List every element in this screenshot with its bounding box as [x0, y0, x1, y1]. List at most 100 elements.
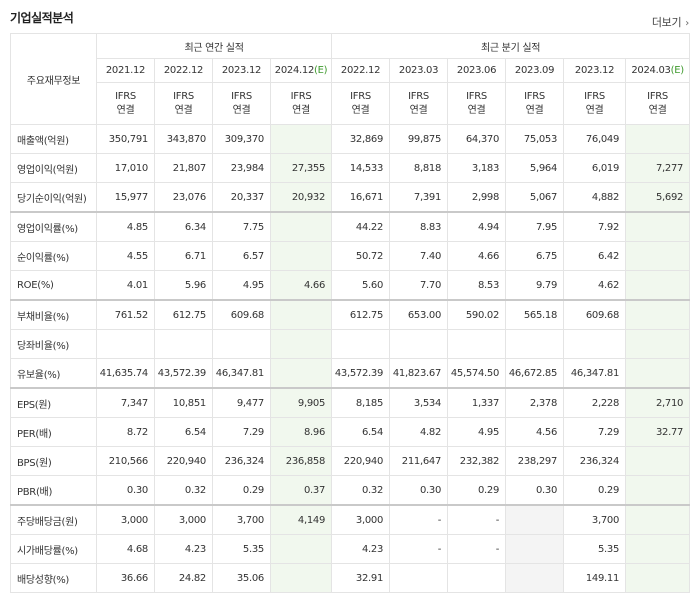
- value-cell: 0.30: [389, 475, 449, 506]
- value-cell: 7.29: [563, 417, 627, 447]
- value-cell: 236,324: [563, 446, 627, 476]
- period-label: 2023.03: [398, 65, 439, 76]
- value-cell: 2,378: [505, 387, 565, 418]
- value-cell: 2,228: [563, 387, 627, 418]
- value-cell: 7,347: [96, 387, 155, 418]
- value-cell: 0.29: [563, 475, 627, 506]
- value-cell: 4.94: [447, 211, 507, 242]
- consolidated-label: 연결: [232, 104, 251, 116]
- value-cell: 21,807: [154, 153, 213, 183]
- ifrs-label: IFRS: [466, 90, 487, 102]
- value-cell: [563, 329, 627, 359]
- value-cell: [269, 241, 333, 271]
- ifrs-label: IFRS: [173, 90, 194, 102]
- value-cell: 350,791: [96, 124, 155, 154]
- row-label: 영업이익률(%): [10, 211, 97, 242]
- value-cell: [389, 329, 449, 359]
- period-header-row: 2021.12 2022.12 2023.12 2024.12(E) 2022.12 20…: [11, 58, 691, 83]
- value-cell: 236,858: [269, 446, 333, 476]
- value-cell: 3,000: [331, 504, 391, 535]
- table-row: 영업이익률(%) 4.85 6.34 7.75 44.22 8.83 4.94 7.95 7.9…: [10, 211, 691, 242]
- period-label: 2023.06: [456, 65, 497, 76]
- ifrs-basis-header: IFRS 연결: [154, 82, 213, 125]
- row-label: 배당성향(%): [10, 563, 97, 593]
- consolidated-label: 연결: [525, 104, 544, 116]
- period-header: 2022.12: [154, 58, 213, 83]
- value-cell: 32.91: [331, 563, 391, 593]
- value-cell: 99,875: [389, 124, 449, 154]
- value-cell: 220,940: [331, 446, 391, 476]
- value-cell: 8.83: [389, 211, 449, 242]
- period-label: 2022.12: [163, 65, 204, 76]
- consolidated-label: 연결: [116, 104, 135, 116]
- period-header: 2022.12: [331, 58, 391, 83]
- value-cell: 43,572.39: [331, 358, 391, 389]
- value-cell: 36.66: [96, 563, 155, 593]
- value-cell: 149.11: [563, 563, 627, 593]
- value-cell: -: [389, 534, 449, 564]
- value-cell: [625, 124, 691, 154]
- period-header: 2023.12: [212, 58, 271, 83]
- period-header: 2023.06: [447, 58, 507, 83]
- value-cell: 232,382: [447, 446, 507, 476]
- row-label: 영업이익(억원): [10, 153, 97, 183]
- value-cell: 4.23: [331, 534, 391, 564]
- value-cell: [505, 329, 565, 359]
- table-body: 매출액(억원) 350,791 343,870 309,370 32,869 99,875…: [10, 124, 691, 593]
- value-cell: 4.56: [505, 417, 565, 447]
- value-cell: 343,870: [154, 124, 213, 154]
- value-cell: 7,391: [389, 182, 449, 213]
- value-cell: 6.75: [505, 241, 565, 271]
- consolidated-label: 연결: [467, 104, 486, 116]
- quarter-group-header: 최근 분기 실적: [331, 33, 691, 59]
- value-cell: 23,076: [154, 182, 213, 213]
- row-label: ROE(%): [10, 270, 97, 301]
- section-title: 기업실적분석: [10, 11, 74, 25]
- more-link[interactable]: 더보기 ›: [652, 14, 689, 30]
- value-cell: 15,977: [96, 182, 155, 213]
- value-cell: 7.70: [389, 270, 449, 301]
- value-cell: 4.01: [96, 270, 155, 301]
- value-cell: [625, 358, 691, 389]
- ifrs-basis-header: IFRS 연결: [625, 82, 691, 125]
- period-header: 2023.09: [505, 58, 565, 83]
- ifrs-label: IFRS: [524, 90, 545, 102]
- table-row: 배당성향(%) 36.66 24.82 35.06 32.91 149.11: [10, 563, 691, 593]
- value-cell: 0.37: [269, 475, 333, 506]
- row-label: BPS(원): [10, 446, 97, 476]
- value-cell: 5.35: [212, 534, 271, 564]
- value-cell: 4.66: [269, 270, 333, 301]
- value-cell: 8,185: [331, 387, 391, 418]
- value-cell: 0.29: [212, 475, 271, 506]
- table-row: 매출액(억원) 350,791 343,870 309,370 32,869 99,875…: [10, 124, 691, 154]
- value-cell: 27,355: [269, 153, 333, 183]
- value-cell: [505, 563, 565, 593]
- value-cell: -: [447, 534, 507, 564]
- more-label: 더보기: [651, 16, 682, 29]
- row-label: EPS(원): [10, 387, 97, 418]
- value-cell: [447, 329, 507, 359]
- value-cell: 4,149: [269, 504, 333, 535]
- ifrs-basis-header: IFRS 연결: [331, 82, 391, 125]
- value-cell: 612.75: [154, 299, 213, 330]
- value-cell: 17,010: [96, 153, 155, 183]
- ifrs-basis-header: IFRS 연결: [212, 82, 271, 125]
- value-cell: 0.30: [505, 475, 565, 506]
- annual-group-header: 최근 연간 실적: [95, 33, 333, 59]
- value-cell: 4.68: [96, 534, 155, 564]
- value-cell: 50.72: [331, 241, 391, 271]
- value-cell: 43,572.39: [154, 358, 213, 389]
- table-row: ROE(%) 4.01 5.96 4.95 4.66 5.60 7.70 8.53 9.79 4.…: [10, 270, 691, 301]
- consolidated-label: 연결: [292, 104, 310, 116]
- value-cell: [625, 534, 691, 564]
- value-cell: 4.95: [212, 270, 271, 301]
- row-label: 유보율(%): [10, 358, 97, 389]
- row-label: PBR(배): [10, 475, 97, 506]
- table-row: 순이익률(%) 4.55 6.71 6.57 50.72 7.40 4.66 6.75 6.42: [10, 241, 691, 271]
- ifrs-label: IFRS: [408, 90, 429, 102]
- consolidated-label: 연결: [409, 104, 428, 116]
- value-cell: 4.62: [563, 270, 627, 301]
- value-cell: 7.40: [389, 241, 449, 271]
- value-cell: 612.75: [331, 299, 391, 330]
- value-cell: 4.66: [447, 241, 507, 271]
